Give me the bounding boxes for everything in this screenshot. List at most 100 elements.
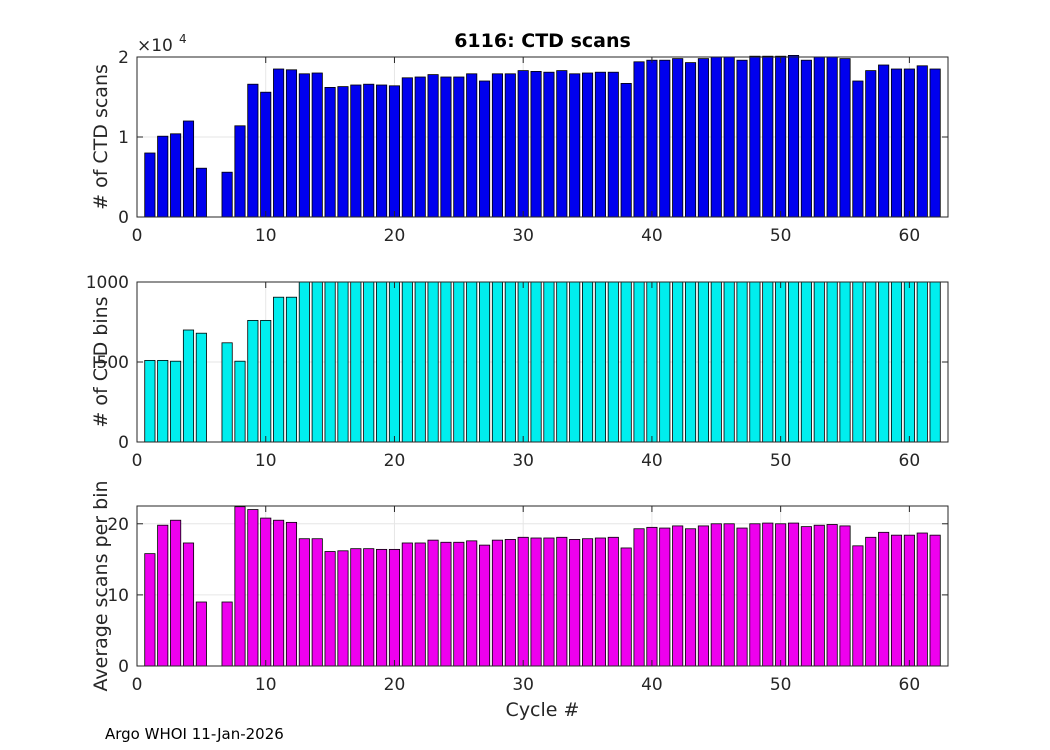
bar: [170, 133, 182, 218]
bar: [376, 548, 388, 667]
bar: [697, 525, 709, 667]
bar: [195, 332, 207, 443]
bar: [684, 62, 697, 218]
bins-panel: 0 10 20 30 40 50 60 0 500 1000 # of CTD bins: [86, 273, 949, 471]
bar: [929, 534, 941, 667]
bar: [684, 281, 697, 443]
bar: [775, 523, 787, 667]
bar: [710, 56, 722, 218]
bar: [633, 61, 645, 218]
bar: [337, 86, 349, 218]
bar: [221, 171, 233, 218]
bar: [504, 73, 516, 218]
bar: [659, 59, 671, 218]
bar: [182, 542, 195, 667]
bar: [672, 281, 684, 443]
bar: [890, 68, 903, 218]
scans-panel: 0 10 20 30 40 50 60 0 1 2 # of CTD scans 6116: CTD …: [90, 30, 949, 246]
y-tick-label: 1: [118, 128, 129, 148]
x-tick-label: 10: [255, 451, 277, 471]
x-tick-label: 10: [255, 675, 277, 695]
bar: [350, 281, 362, 443]
bar: [466, 540, 478, 667]
bar: [221, 601, 233, 667]
bar: [607, 536, 619, 667]
plot-area: [137, 506, 948, 666]
bar: [556, 536, 568, 667]
bar: [852, 281, 864, 443]
bar: [311, 281, 323, 443]
bar: [749, 281, 761, 443]
bar: [672, 58, 684, 218]
bar: [170, 360, 182, 443]
bar: [556, 70, 568, 218]
bar: [337, 550, 349, 667]
bar: [878, 281, 890, 443]
bar: [916, 65, 928, 218]
bar: [697, 58, 709, 218]
bar: [903, 281, 915, 443]
bar: [298, 538, 310, 667]
bar: [710, 281, 722, 443]
bar: [479, 281, 491, 443]
bar: [414, 76, 426, 218]
bar: [878, 64, 890, 218]
bar: [221, 342, 233, 443]
bar: [800, 526, 812, 667]
bar: [195, 167, 207, 218]
bar: [762, 522, 774, 667]
bar: [273, 68, 285, 218]
bar: [388, 281, 401, 443]
x-tick-label: 20: [384, 451, 406, 471]
bar: [749, 55, 761, 218]
bar: [530, 537, 542, 667]
bar: [247, 319, 259, 443]
bar: [363, 83, 375, 218]
bar: [427, 281, 439, 443]
y-tick-label: 0: [118, 657, 129, 677]
x-tick-label: 40: [641, 451, 663, 471]
bar: [285, 521, 298, 667]
bar: [324, 551, 336, 667]
bar: [929, 281, 941, 443]
bar: [852, 545, 864, 667]
bar: [517, 70, 529, 218]
bar: [633, 528, 645, 667]
x-tick-label: 10: [255, 226, 277, 246]
bar: [504, 539, 516, 667]
bar: [298, 73, 310, 218]
y-tick-label: 0: [118, 208, 129, 228]
x-tick-label: 50: [770, 226, 792, 246]
x-tick-label: 20: [384, 675, 406, 695]
x-axis-label: Cycle #: [506, 699, 580, 721]
bar: [607, 71, 619, 218]
bar: [826, 281, 838, 443]
bar: [324, 87, 336, 218]
bar: [569, 281, 581, 443]
bar: [195, 601, 207, 667]
bar: [388, 548, 401, 667]
bar: [543, 281, 555, 443]
y-axis-label: Average scans per bin: [90, 480, 112, 691]
bar: [530, 71, 542, 218]
x-tick-label: 60: [899, 675, 921, 695]
bar: [427, 74, 439, 218]
bar: [620, 547, 632, 667]
bar: [710, 523, 722, 667]
bar: [491, 73, 503, 218]
bar: [787, 522, 800, 667]
x-tick-label: 30: [512, 226, 534, 246]
bar: [646, 281, 658, 443]
bar: [350, 84, 362, 218]
bar: [234, 360, 246, 443]
bar: [401, 281, 413, 443]
bar: [157, 524, 169, 667]
bar: [839, 525, 851, 667]
bar: [633, 281, 645, 443]
bar: [234, 125, 246, 218]
bar: [775, 55, 787, 218]
bar: [247, 509, 259, 667]
bar: [620, 83, 632, 218]
bar: [865, 536, 877, 667]
